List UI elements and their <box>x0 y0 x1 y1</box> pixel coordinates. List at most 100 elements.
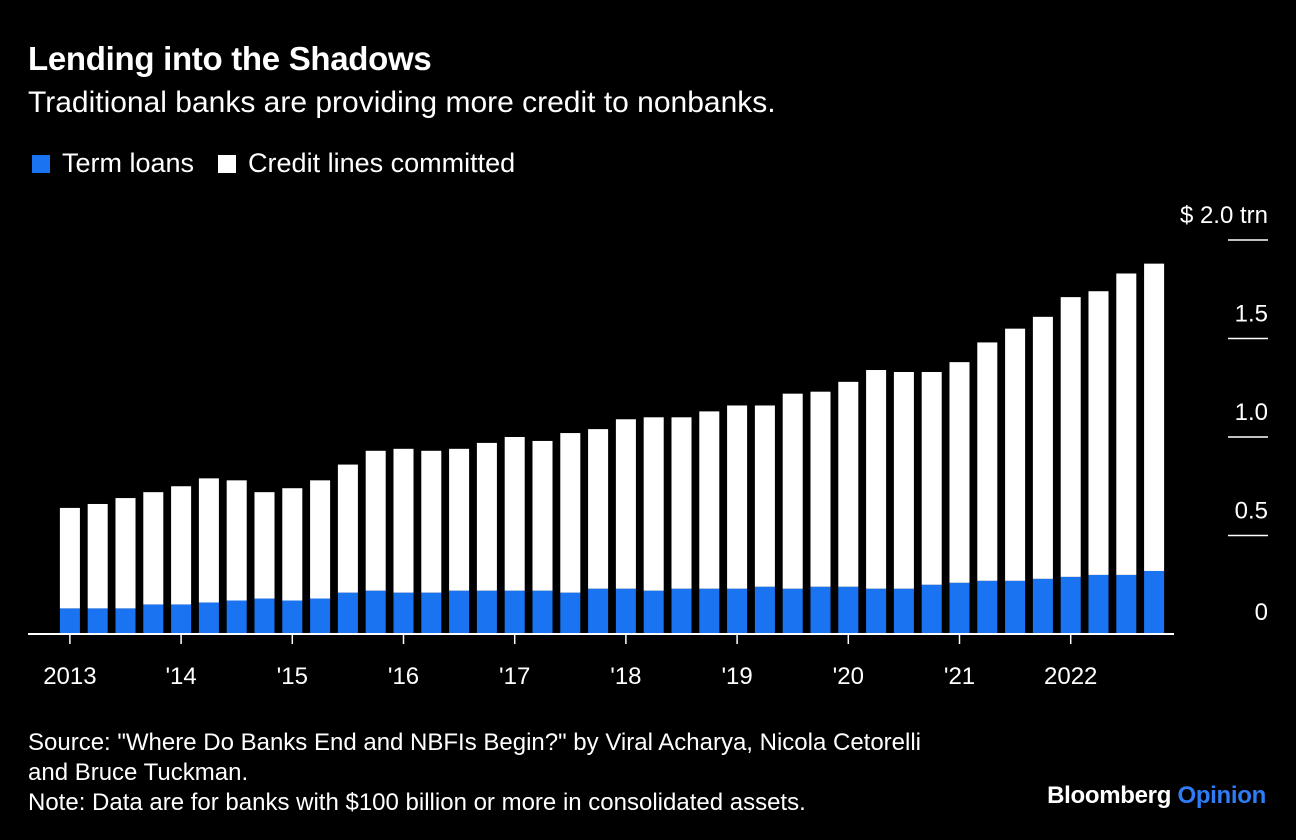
bar-term-loans <box>838 586 859 634</box>
chart-subtitle: Traditional banks are providing more cre… <box>28 86 776 119</box>
bar-credit-lines <box>838 381 859 587</box>
source-line-1: Source: "Where Do Banks End and NBFIs Be… <box>28 729 922 756</box>
bar-credit-lines <box>449 448 470 591</box>
legend-item-term-loans: Term loans <box>32 148 194 179</box>
bar-credit-lines <box>1005 328 1026 581</box>
legend-swatch-credit-lines <box>218 154 237 173</box>
bar-term-loans <box>866 588 887 634</box>
bar-credit-lines <box>754 405 775 587</box>
bar-credit-lines <box>866 370 887 589</box>
bar-term-loans <box>921 584 942 634</box>
bar-term-loans <box>87 608 108 634</box>
bar-credit-lines <box>671 417 692 589</box>
y-tick-label: $ 2.0 trn <box>1180 202 1268 229</box>
x-tick-label: 2022 <box>1044 663 1097 690</box>
bar-term-loans <box>754 586 775 634</box>
bar-term-loans <box>643 590 664 634</box>
chart-title: Lending into the Shadows <box>28 40 432 77</box>
bar-term-loans <box>476 590 497 634</box>
bar-term-loans <box>310 598 331 634</box>
legend-swatch-term-loans <box>32 154 50 173</box>
bar-credit-lines <box>171 486 192 605</box>
bar-credit-lines <box>1116 273 1137 575</box>
bar-term-loans <box>1144 570 1165 634</box>
legend-label-term-loans: Term loans <box>62 148 195 178</box>
bar-credit-lines <box>699 411 720 589</box>
bar-credit-lines <box>504 437 525 591</box>
x-tick-label: '17 <box>499 663 530 690</box>
bar-term-loans <box>810 586 831 634</box>
bar-credit-lines <box>282 488 303 601</box>
bar-term-loans <box>893 588 914 634</box>
bar-term-loans <box>171 604 192 634</box>
y-tick-label: 1.5 <box>1235 301 1268 328</box>
bar-credit-lines <box>365 450 386 591</box>
bloomberg-opinion-logo: Bloomberg Opinion <box>1047 782 1266 810</box>
bar-credit-lines <box>421 450 442 593</box>
bar-credit-lines <box>588 429 609 589</box>
bar-credit-lines <box>337 464 358 593</box>
y-tick-label: 0.5 <box>1235 498 1268 525</box>
x-tick-label: '15 <box>277 663 308 690</box>
x-tick-label: '19 <box>721 663 752 690</box>
bar-term-loans <box>532 590 553 634</box>
x-tick-label: '14 <box>165 663 196 690</box>
bar-term-loans <box>226 600 247 634</box>
bar-term-loans <box>421 592 442 634</box>
bar-credit-lines <box>810 391 831 587</box>
bar-term-loans <box>282 600 303 634</box>
bar-term-loans <box>949 582 970 634</box>
bar-credit-lines <box>87 503 108 609</box>
bar-term-loans <box>254 598 275 634</box>
source-line-2: and Bruce Tuckman. <box>28 759 249 786</box>
bar-credit-lines <box>560 433 581 593</box>
bar-credit-lines <box>115 498 136 609</box>
bar-credit-lines <box>643 417 664 591</box>
brand-opinion: Opinion <box>1177 782 1266 809</box>
bar-term-loans <box>560 592 581 634</box>
bar-term-loans <box>393 592 414 634</box>
bar-credit-lines <box>254 492 275 599</box>
bar-term-loans <box>671 588 692 634</box>
bar-credit-lines <box>1060 297 1081 577</box>
bar-credit-lines <box>59 507 80 609</box>
bar-term-loans <box>504 590 525 634</box>
y-tick-label: 0 <box>1255 599 1268 626</box>
brand-bloomberg: Bloomberg <box>1047 782 1172 809</box>
bar-term-loans <box>977 580 998 634</box>
bar-term-loans <box>699 588 720 634</box>
bar-term-loans <box>782 588 803 634</box>
bar-credit-lines <box>727 405 748 589</box>
bar-term-loans <box>727 588 748 634</box>
bar-credit-lines <box>949 362 970 583</box>
bar-credit-lines <box>1144 263 1165 571</box>
legend: Term loans Credit lines committed <box>32 148 539 179</box>
x-tick-label: '18 <box>610 663 641 690</box>
data-note: Note: Data are for banks with $100 billi… <box>28 789 806 816</box>
bar-term-loans <box>615 588 636 634</box>
bar-credit-lines <box>615 419 636 589</box>
bar-term-loans <box>1060 576 1081 634</box>
bar-credit-lines <box>977 342 998 581</box>
bar-credit-lines <box>476 442 497 591</box>
x-tick-label: '16 <box>388 663 419 690</box>
bar-credit-lines <box>198 478 219 603</box>
bar-term-loans <box>115 608 136 634</box>
bar-credit-lines <box>921 371 942 585</box>
x-tick-label: 2013 <box>43 663 96 690</box>
bar-credit-lines <box>782 393 803 589</box>
bar-term-loans <box>198 602 219 634</box>
bar-term-loans <box>1088 574 1109 634</box>
bar-credit-lines <box>310 480 331 599</box>
bar-credit-lines <box>1032 316 1053 579</box>
bar-term-loans <box>143 604 164 634</box>
bar-term-loans <box>337 592 358 634</box>
bar-term-loans <box>449 590 470 634</box>
y-tick-label: 1.0 <box>1235 399 1268 426</box>
x-tick-label: '21 <box>944 663 975 690</box>
bar-credit-lines <box>893 371 914 589</box>
x-tick-label: '20 <box>833 663 864 690</box>
bar-term-loans <box>365 590 386 634</box>
source-note: Source: "Where Do Banks End and NBFIs Be… <box>28 728 1028 818</box>
